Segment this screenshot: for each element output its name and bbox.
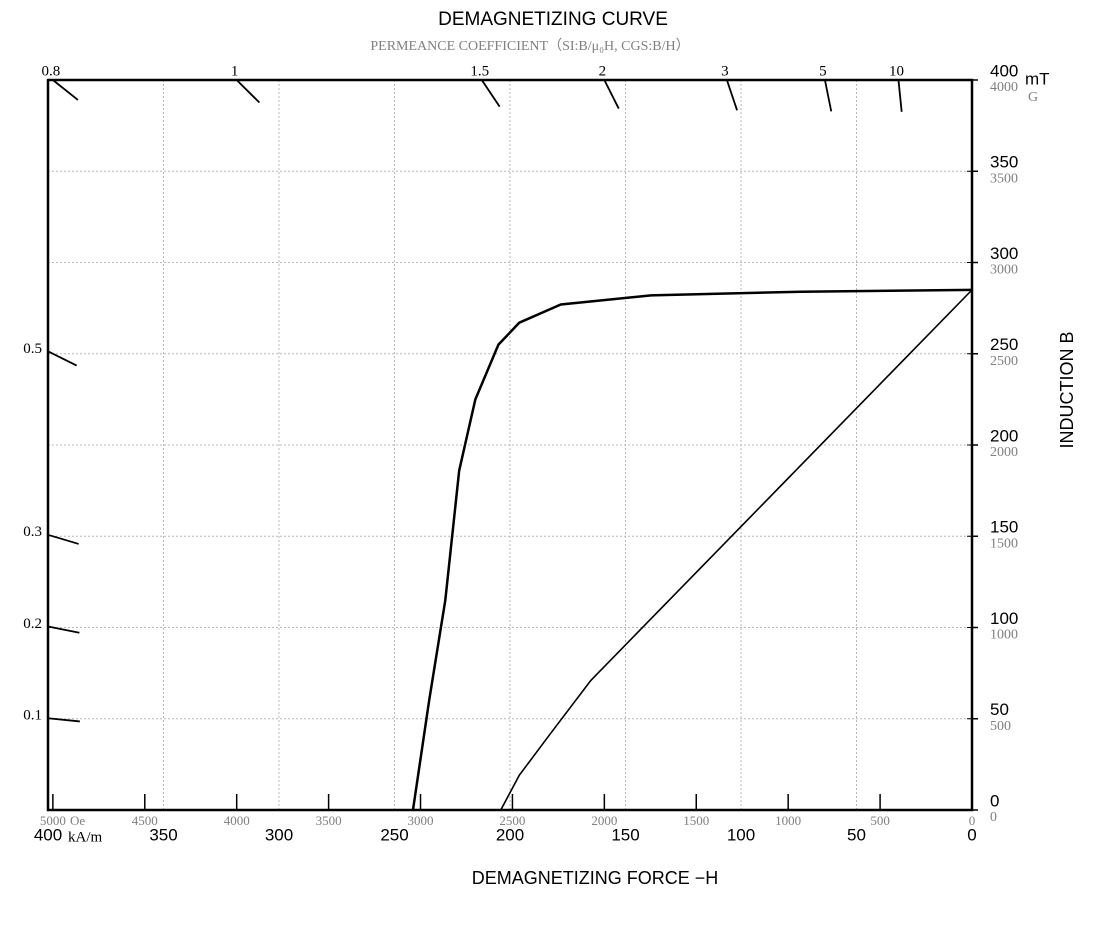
- x2-tick-label: 3000: [408, 813, 434, 828]
- y-tick-label: 350: [990, 153, 1018, 172]
- permeance-label: 0.1: [23, 708, 42, 724]
- y-tick-label: 200: [990, 426, 1018, 445]
- y2-tick-label: 500: [990, 719, 1011, 734]
- x2-tick-label: 4500: [132, 813, 158, 828]
- chart-title: DEMAGNETIZING CURVE: [438, 9, 668, 30]
- x2-unit: Oe: [70, 813, 85, 828]
- y-axis-label: INDUCTION B: [1057, 332, 1077, 449]
- x-tick-label: 200: [496, 825, 524, 844]
- permeance-label: 0.5: [23, 341, 42, 357]
- x-tick-label: 50: [847, 825, 866, 844]
- y2-unit: G: [1028, 90, 1038, 105]
- permeance-tick: [603, 79, 620, 109]
- y-tick-label: 100: [990, 609, 1018, 628]
- permeance-label: 0.8: [41, 63, 60, 79]
- permeance-tick: [726, 79, 738, 111]
- x-tick-label: 150: [611, 825, 639, 844]
- x2-tick-label: 0: [969, 813, 976, 828]
- y2-tick-label: 3000: [990, 263, 1018, 278]
- permeance-tick: [47, 350, 78, 367]
- y2-tick-label: 2000: [990, 445, 1018, 460]
- permeance-label: 2: [599, 63, 607, 79]
- y2-tick-label: 1000: [990, 628, 1018, 643]
- curve: [411, 288, 973, 811]
- x2-tick-label: 4000: [224, 813, 250, 828]
- permeance-label: 1.5: [470, 63, 489, 79]
- permeance-tick: [481, 79, 501, 108]
- y2-tick-label: 3500: [990, 171, 1018, 186]
- x2-tick-label: 3500: [316, 813, 342, 828]
- permeance-tick: [47, 625, 80, 634]
- permeance-label: 0.2: [23, 616, 42, 632]
- y-unit: mT: [1025, 69, 1050, 88]
- y-tick-label: 150: [990, 518, 1018, 537]
- x2-tick-label: 2500: [499, 813, 525, 828]
- x-tick-label: 350: [149, 825, 177, 844]
- y2-tick-label: 1500: [990, 536, 1018, 551]
- permeance-tick: [47, 717, 80, 723]
- x-tick-label: 100: [727, 825, 755, 844]
- y2-tick-label: 0: [990, 810, 997, 825]
- permeance-tick: [47, 533, 79, 545]
- x2-tick-label: 1000: [775, 813, 801, 828]
- x-tick-label: 0: [967, 825, 976, 844]
- curve: [500, 289, 973, 811]
- x-unit: kA/m: [68, 829, 103, 845]
- x2-tick-label: 500: [870, 813, 890, 828]
- permeance-tick: [52, 79, 79, 101]
- permeance-tick: [897, 79, 903, 112]
- permeance-tick: [824, 79, 833, 112]
- x2-tick-label: 2000: [591, 813, 617, 828]
- x-tick-label: 250: [380, 825, 408, 844]
- x-tick-label: 400: [34, 825, 62, 844]
- y-tick-label: 250: [990, 335, 1018, 354]
- permeance-label: 1: [231, 63, 239, 79]
- chart-subtitle: PERMEANCE COEFFICIENT（SI:B/μ₀H, CGS:B/H）: [370, 38, 689, 54]
- permeance-label: 10: [889, 63, 904, 79]
- plot-frame: [46, 78, 974, 812]
- y2-tick-label: 2500: [990, 354, 1018, 369]
- permeance-label: 3: [721, 63, 729, 79]
- y-tick-label: 50: [990, 700, 1009, 719]
- permeance-tick: [236, 79, 261, 104]
- y-tick-label: 300: [990, 244, 1018, 263]
- permeance-label: 5: [819, 63, 827, 79]
- x2-tick-label: 5000: [40, 813, 66, 828]
- permeance-label: 0.3: [23, 524, 42, 540]
- y2-tick-label: 4000: [990, 80, 1018, 95]
- y-tick-label: 400: [990, 61, 1018, 80]
- x2-tick-label: 1500: [683, 813, 709, 828]
- x-axis-label: DEMAGNETIZING FORCE −H: [472, 868, 719, 888]
- y-tick-label: 0: [990, 791, 999, 810]
- x-tick-label: 300: [265, 825, 293, 844]
